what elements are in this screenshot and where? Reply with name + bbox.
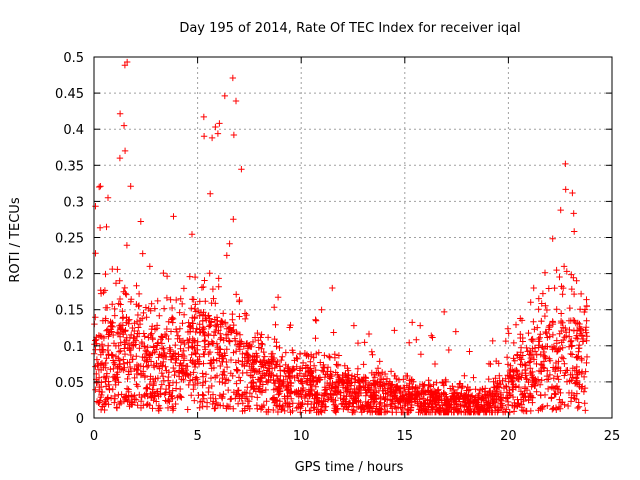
y-tick-label: 0.3 <box>63 195 84 210</box>
x-tick-label: 0 <box>90 429 98 444</box>
x-tick-label: 5 <box>193 429 201 444</box>
roti-peak-point <box>208 134 216 142</box>
ticks: 0 5 10 15 20 25 0 0.05 0.1 0.15 0.2 0.25 0.3 0.35 0.4 0… <box>55 51 620 444</box>
x-tick-label: 10 <box>293 429 310 444</box>
y-tick-label: 0.5 <box>63 51 84 66</box>
y-tick-label: 0.2 <box>63 268 84 283</box>
y-tick-label: 0.45 <box>55 87 84 102</box>
y-tick-label: 0.4 <box>63 123 84 138</box>
data-series <box>90 58 591 416</box>
x-tick-label: 25 <box>604 429 621 444</box>
roti-peak-point <box>121 147 129 155</box>
roti-points <box>90 62 591 416</box>
roti-peak-point <box>229 74 237 82</box>
roti-peak-point <box>200 113 208 121</box>
x-tick-label: 15 <box>397 429 414 444</box>
roti-peak-point <box>123 58 131 66</box>
roti-peak-point <box>562 160 569 168</box>
y-axis-label: ROTI / TECUs <box>8 197 23 282</box>
y-tick-label: 0.15 <box>55 304 84 319</box>
roti-peak-point <box>120 122 128 129</box>
chart-title: Day 195 of 2014, Rate Of TEC Index for r… <box>179 21 520 36</box>
y-tick-label: 0 <box>76 412 84 427</box>
roti-peak-point <box>116 154 124 162</box>
y-tick-label: 0.35 <box>55 159 84 174</box>
roti-peak-point <box>95 183 103 191</box>
roti-peak-point <box>440 308 448 316</box>
roti-peak-point <box>329 284 336 292</box>
roti-peak-point <box>230 131 238 139</box>
y-tick-label: 0.1 <box>63 340 84 355</box>
y-tick-label: 0.25 <box>55 232 84 247</box>
x-tick-label: 20 <box>500 429 517 444</box>
y-tick-label: 0.05 <box>55 376 84 391</box>
x-axis-label: GPS time / hours <box>295 460 404 475</box>
